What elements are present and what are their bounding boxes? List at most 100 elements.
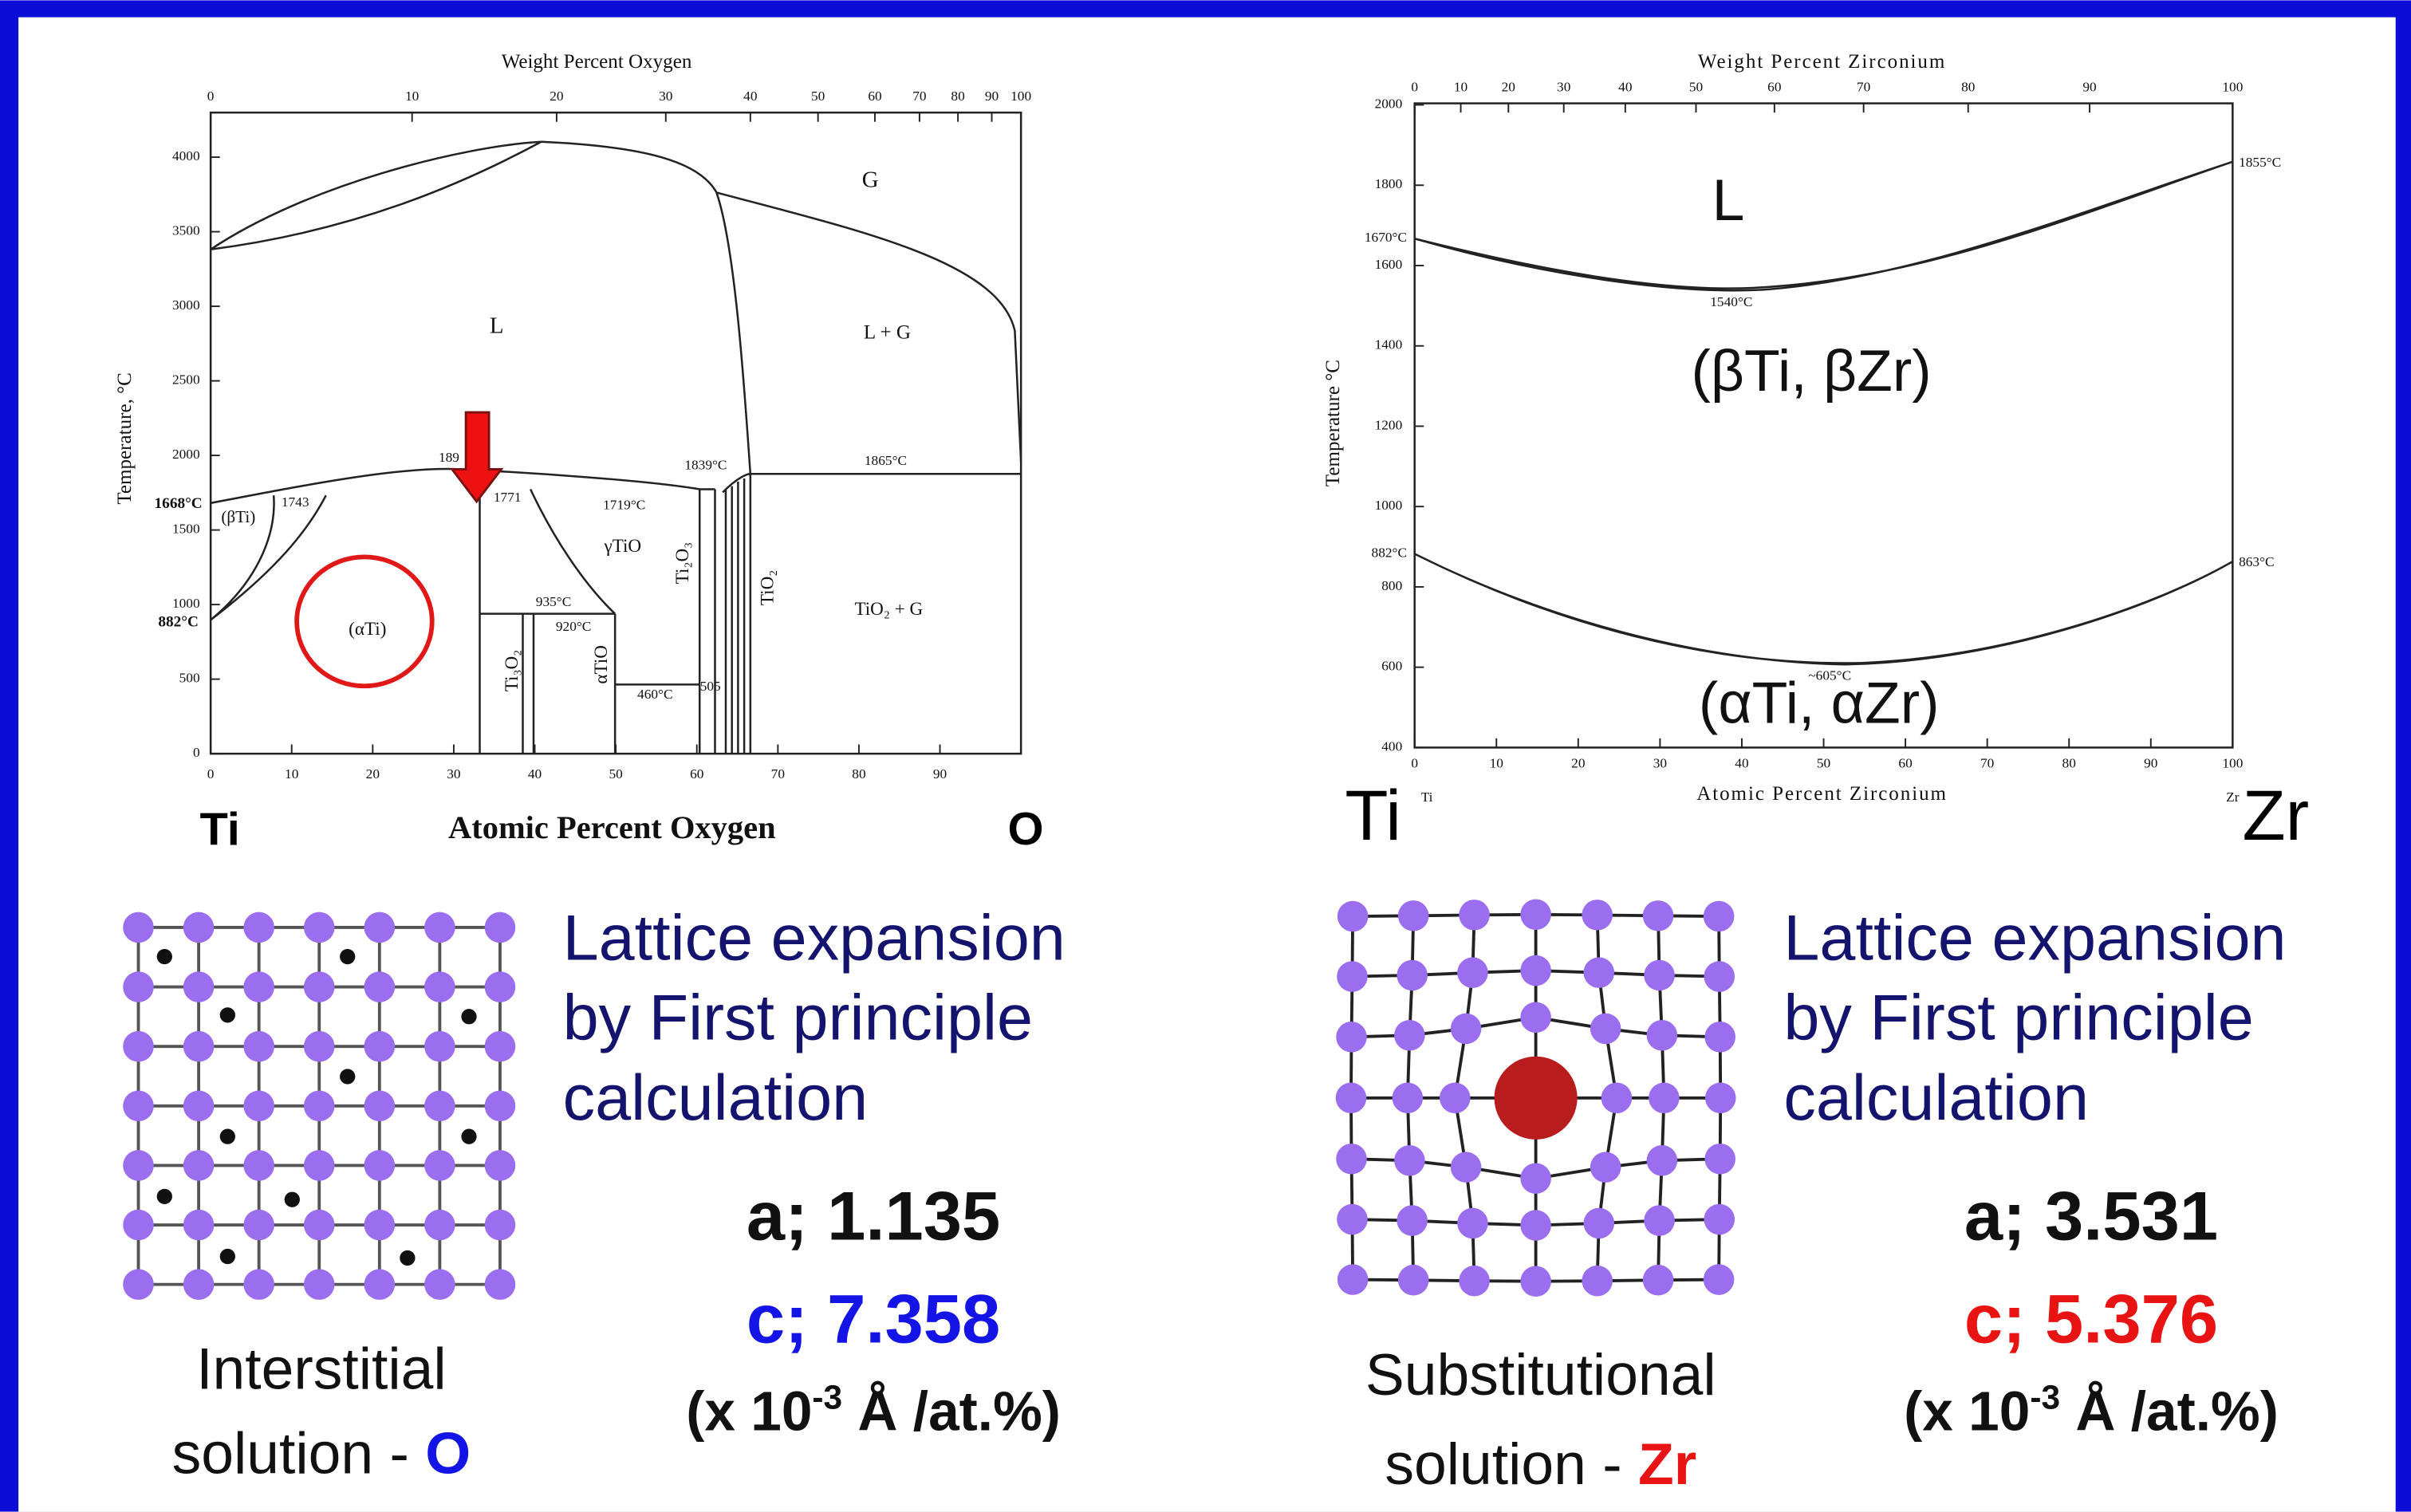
tick-label: 20	[550, 89, 564, 104]
ti-atom	[183, 1150, 215, 1181]
ti-atom	[123, 1209, 154, 1241]
tick-label: 0	[1411, 79, 1418, 94]
unit-text: (x 10	[1904, 1380, 2030, 1442]
ti-atom	[484, 971, 516, 1002]
unit-text: Å /at.%)	[2060, 1380, 2279, 1442]
caption: Interstitial	[196, 1336, 446, 1401]
tick-label: 3000	[172, 297, 200, 313]
region-label: L + G	[864, 322, 911, 344]
ti-atom	[243, 1150, 274, 1181]
region-label: TiO₂	[757, 570, 778, 606]
temperature-label: 460°C	[637, 687, 673, 702]
interstitial-lattice	[123, 912, 516, 1300]
tick-label: 70	[771, 766, 786, 782]
region-label: Ti₂O₃	[672, 542, 693, 585]
lattice-a: a; 1.135	[747, 1177, 1000, 1254]
ti-atom	[1642, 1264, 1674, 1296]
ti-atom	[183, 1269, 215, 1300]
unit-exponent: -3	[2030, 1378, 2060, 1416]
region-label: L	[490, 313, 504, 339]
region-label: Ti₃O₂	[502, 650, 522, 692]
left-panel: Lattice expansion by First principle cal…	[172, 902, 1066, 1486]
ti-atom	[303, 1090, 335, 1122]
tick-label: 40	[1735, 756, 1749, 771]
ti-atom	[1457, 1207, 1488, 1239]
element-label: Zr	[2226, 789, 2240, 805]
tick-label: 80	[1961, 79, 1976, 94]
ti-atom	[1397, 900, 1429, 931]
tick-label: 0	[207, 766, 215, 782]
highlight-arrow	[449, 411, 504, 504]
tick-label: 90	[2082, 79, 2097, 94]
temperature-label: 1855°C	[2239, 155, 2281, 170]
o-atom	[461, 1128, 477, 1144]
ti-atom	[1644, 959, 1675, 991]
tick-label: 80	[2062, 756, 2077, 771]
tick-label: 80	[951, 89, 965, 104]
ti-atom	[1582, 900, 1613, 931]
tick-label: 1600	[1375, 257, 1403, 272]
ti-atom	[1336, 1143, 1367, 1175]
ti-atom	[1337, 961, 1368, 992]
ti-atom	[1336, 1022, 1367, 1053]
tick-label: 90	[933, 766, 947, 782]
tick-label: 1000	[172, 596, 200, 611]
ti-atom	[484, 912, 516, 943]
ti-atom	[1704, 1022, 1735, 1053]
tick-label: 60	[1767, 79, 1782, 94]
o-atom	[156, 948, 172, 965]
phase-boundary	[210, 140, 1022, 754]
ti-atom	[1583, 1207, 1615, 1239]
slide-background	[18, 17, 2396, 1512]
ti-atom	[123, 912, 154, 943]
ti-atom	[364, 1269, 396, 1300]
tick-label: 70	[1857, 79, 1871, 94]
region-label: γTiO	[603, 536, 641, 557]
o-atom	[400, 1250, 416, 1266]
ti-atom	[183, 1209, 215, 1241]
caption-text: solution -	[172, 1420, 426, 1486]
ti-atom	[1601, 1082, 1633, 1114]
temperature-label: 1743	[282, 494, 309, 510]
tick-label: 30	[1653, 756, 1668, 771]
ti-atom	[484, 1090, 516, 1122]
ti-atom	[1649, 1082, 1680, 1114]
element-label: Zr	[2242, 776, 2309, 855]
ti-atom	[1440, 1082, 1471, 1114]
element-label: Ti	[200, 804, 240, 855]
ti-atom	[1704, 1203, 1735, 1235]
ti-atom	[243, 1090, 274, 1122]
ti-atom	[1394, 1145, 1425, 1176]
ti-atom	[364, 1090, 396, 1122]
ti-atom	[1459, 900, 1490, 931]
unit-exponent: -3	[812, 1378, 842, 1416]
substitutional-lattice	[1335, 899, 1736, 1297]
axis-title: Weight Percent Oxygen	[502, 51, 692, 73]
temperature-label: 1668°C	[155, 495, 203, 512]
ti-atom	[484, 1209, 516, 1241]
temperature-label: 935°C	[536, 594, 572, 609]
ti-atom	[424, 1090, 455, 1122]
region-label: TiO₂ + G	[854, 599, 923, 620]
tick-label: 400	[1381, 738, 1402, 754]
ti-atom	[1450, 1013, 1482, 1045]
heading: by First principle	[563, 982, 1033, 1054]
tick-label: 0	[1411, 756, 1418, 771]
ti-atom	[1704, 961, 1735, 992]
tick-label: 80	[852, 766, 866, 782]
ti-atom	[1450, 1152, 1482, 1183]
ti-atom	[1642, 900, 1674, 931]
tick-label: 50	[811, 89, 825, 104]
o-atom	[284, 1191, 300, 1207]
tick-label: 0	[207, 89, 215, 104]
region-label: (αTi, αZr)	[1699, 671, 1940, 736]
ti-atom	[1703, 900, 1735, 932]
o-atom	[156, 1188, 172, 1204]
ti-atom	[243, 971, 274, 1002]
region-label: (βTi, βZr)	[1692, 338, 1932, 404]
region-label: (βTi)	[221, 507, 255, 526]
region-label: G	[862, 167, 879, 193]
ti-atom	[424, 1150, 455, 1181]
axis-title: Atomic Percent Oxygen	[448, 809, 776, 845]
